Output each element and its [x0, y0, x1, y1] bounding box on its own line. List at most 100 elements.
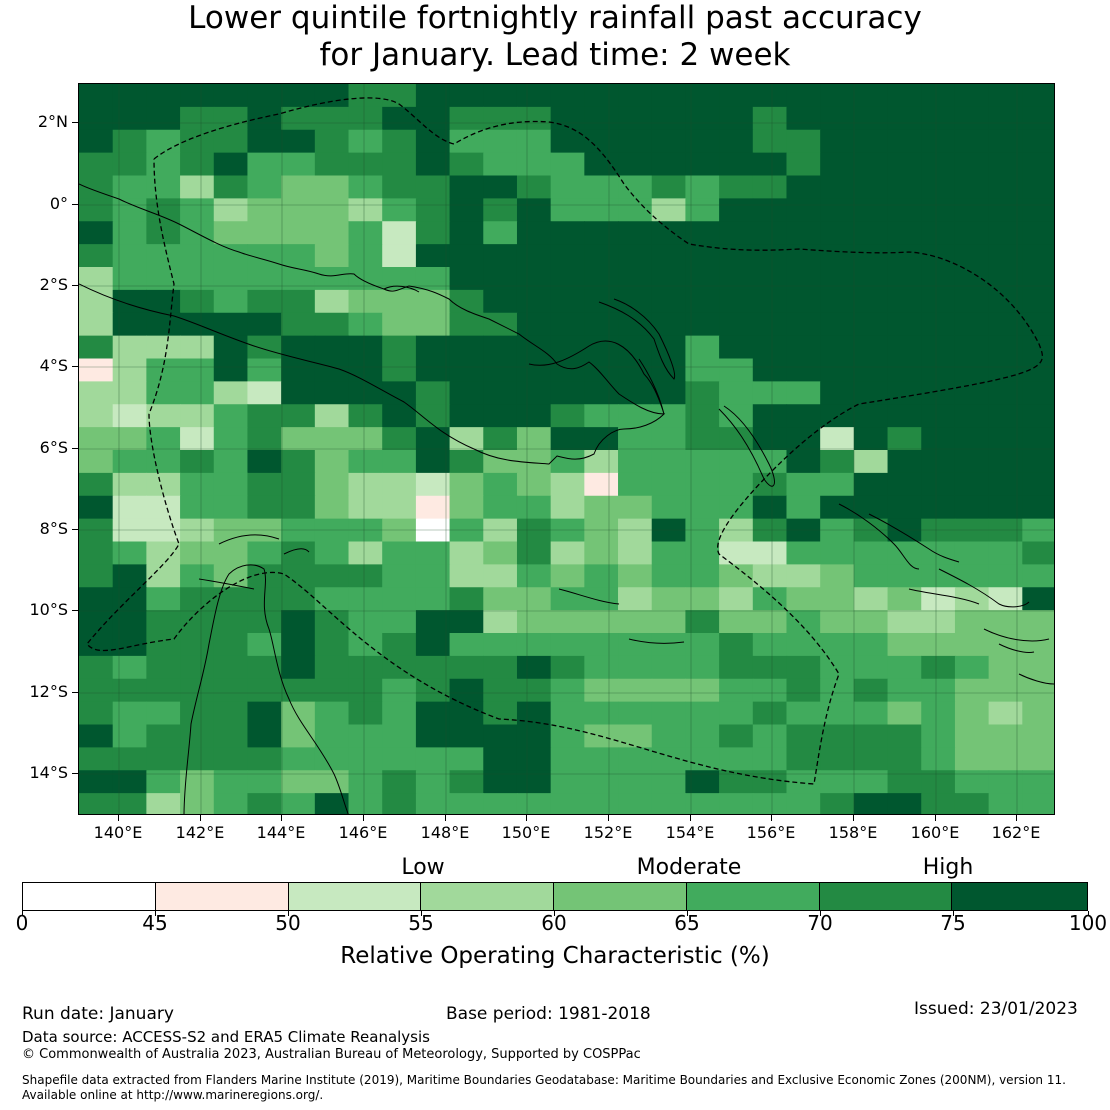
accuracy-cell: [516, 472, 552, 497]
accuracy-cell: [988, 289, 1023, 314]
accuracy-cell: [483, 450, 518, 474]
accuracy-cell: [180, 152, 215, 177]
accuracy-cell: [921, 427, 956, 451]
accuracy-cell: [550, 267, 585, 291]
accuracy-cell: [213, 610, 249, 634]
accuracy-cell: [853, 84, 889, 108]
accuracy-cell: [314, 678, 350, 703]
accuracy-cell: [79, 564, 114, 588]
accuracy-cell: [887, 472, 922, 497]
lat-tick-mark: [72, 285, 78, 286]
accuracy-cell: [1022, 84, 1054, 108]
accuracy-cell: [786, 541, 821, 565]
accuracy-cell: [281, 793, 316, 814]
accuracy-cell: [247, 152, 282, 177]
accuracy-cell: [247, 655, 282, 680]
accuracy-cell: [1022, 244, 1054, 268]
accuracy-cell: [719, 747, 754, 771]
accuracy-cell: [247, 678, 282, 703]
accuracy-cell: [719, 472, 754, 497]
accuracy-cell: [1022, 541, 1054, 565]
accuracy-cell: [516, 495, 552, 520]
accuracy-cell: [719, 633, 754, 657]
accuracy-cell: [618, 289, 653, 314]
accuracy-cell: [954, 564, 990, 588]
accuracy-cell: [382, 335, 417, 360]
accuracy-cell: [281, 610, 316, 634]
lon-tick-mark: [690, 815, 691, 821]
accuracy-cell: [651, 381, 687, 405]
accuracy-cell: [584, 198, 619, 222]
accuracy-cell: [112, 770, 147, 794]
accuracy-cell: [685, 701, 720, 726]
accuracy-cell: [213, 587, 249, 611]
accuracy-cell: [449, 289, 484, 314]
accuracy-cell: [483, 152, 518, 177]
coastline-guadalcanal: [908, 588, 980, 605]
accuracy-cell: [988, 793, 1023, 814]
accuracy-cell: [820, 358, 855, 382]
accuracy-cell: [853, 518, 889, 543]
accuracy-cell: [584, 84, 619, 108]
accuracy-cell: [820, 244, 855, 268]
accuracy-cell: [79, 472, 114, 497]
accuracy-cell: [314, 472, 350, 497]
accuracy-cell: [79, 267, 114, 291]
accuracy-cell: [651, 450, 687, 474]
accuracy-cell: [685, 312, 720, 337]
accuracy-cell: [415, 106, 451, 131]
lat-tick-label: 2°N: [37, 112, 68, 131]
accuracy-cell: [449, 404, 484, 428]
accuracy-cell: [584, 655, 619, 680]
accuracy-cell: [314, 129, 350, 154]
accuracy-cell: [483, 724, 518, 748]
accuracy-cell: [853, 358, 889, 382]
lat-tick-mark: [72, 366, 78, 367]
accuracy-cell: [382, 747, 417, 771]
accuracy-cell: [348, 335, 383, 360]
accuracy-cell: [988, 312, 1023, 337]
accuracy-cell: [314, 701, 350, 726]
accuracy-cell: [550, 495, 585, 520]
accuracy-cell: [180, 244, 215, 268]
accuracy-cell: [618, 381, 653, 405]
accuracy-cell: [213, 175, 249, 199]
accuracy-cell: [415, 587, 451, 611]
accuracy-cell: [382, 564, 417, 588]
accuracy-cell: [887, 221, 922, 245]
accuracy-cell: [516, 129, 552, 154]
colorbar: [22, 882, 1088, 911]
accuracy-cell: [719, 793, 754, 814]
accuracy-cell: [685, 587, 720, 611]
accuracy-cell: [820, 175, 855, 199]
accuracy-cell: [79, 518, 114, 543]
accuracy-cell: [651, 427, 687, 451]
lon-tick-mark: [281, 815, 282, 821]
colorbar-segment: [686, 883, 820, 910]
copyright: © Commonwealth of Australia 2023, Austra…: [22, 1047, 641, 1062]
accuracy-cell: [584, 770, 619, 794]
accuracy-cell: [820, 221, 855, 245]
accuracy-cell: [954, 129, 990, 154]
accuracy-cell: [820, 267, 855, 291]
accuracy-cell: [415, 381, 451, 405]
accuracy-cell: [954, 106, 990, 131]
accuracy-cell: [752, 427, 788, 451]
accuracy-cell: [921, 770, 956, 794]
accuracy-cell: [921, 793, 956, 814]
accuracy-cell: [921, 404, 956, 428]
accuracy-cell: [786, 404, 821, 428]
accuracy-cell: [516, 610, 552, 634]
accuracy-cell: [180, 587, 215, 611]
coastline-manus: [383, 285, 420, 293]
coastline-louisiade: [558, 588, 685, 644]
accuracy-cell: [786, 450, 821, 474]
accuracy-cell: [584, 633, 619, 657]
colorbar-segment: [554, 883, 687, 910]
lon-tick-label: 142°E: [175, 823, 225, 842]
accuracy-cell: [483, 793, 518, 814]
accuracy-cell: [348, 289, 383, 314]
accuracy-cell: [584, 541, 619, 565]
accuracy-cell: [651, 129, 687, 154]
accuracy-cell: [79, 701, 114, 726]
